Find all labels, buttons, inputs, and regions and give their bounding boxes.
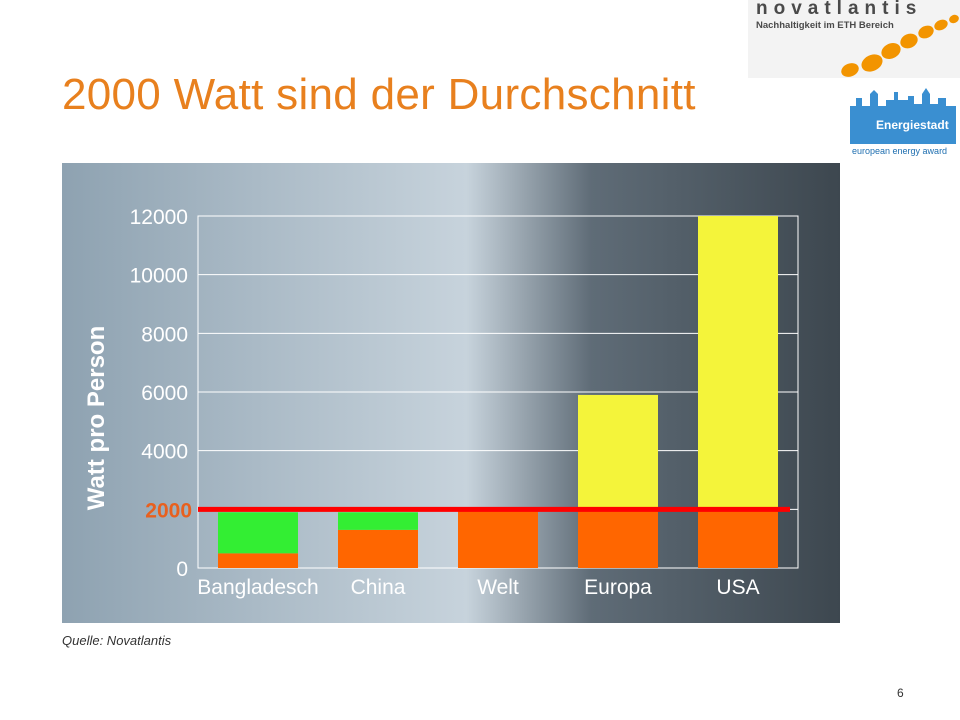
y-tick-label: 12000 [130, 206, 188, 229]
energiestadt-name: Energiestadt [876, 118, 949, 132]
bar-segment [698, 216, 778, 510]
novatlantis-logo: novatlantis Nachhaltigkeit im ETH Bereic… [748, 0, 960, 78]
bar-segment [218, 553, 298, 568]
stacked-bar-chart: 0 4000 6000 8000 10000 12000 Bangladesch China W… [83, 206, 799, 599]
y-tick-label: 8000 [141, 323, 188, 346]
source-note: Quelle: Novatlantis [62, 633, 172, 648]
x-tick-label: China [351, 576, 406, 599]
x-tick-label: Welt [477, 576, 519, 599]
slide-title: 2000 Watt sind der Durchschnitt [62, 70, 696, 119]
y-tick-label: 10000 [130, 265, 188, 288]
energiestadt-award: european energy award [852, 146, 948, 156]
bar-segment [338, 529, 418, 568]
x-tick-label: Bangladesch [197, 576, 318, 599]
novatlantis-brand: novatlantis [756, 0, 923, 19]
bar-segment [578, 509, 658, 568]
chart-panel: 0 4000 6000 8000 10000 12000 Bangladesch China W… [62, 163, 840, 623]
bar-segment [698, 509, 778, 568]
reference-line-label: 2000 [145, 499, 192, 522]
y-tick-label: 6000 [141, 382, 188, 405]
x-tick-label: Europa [584, 576, 652, 599]
bar-segment [338, 512, 418, 530]
energiestadt-skyline-icon [850, 88, 956, 144]
y-axis-label: Watt pro Person [83, 326, 110, 510]
x-tick-label: USA [716, 576, 759, 599]
bar-segment [218, 512, 298, 554]
y-tick-label: 0 [176, 558, 188, 581]
page-number: 6 [897, 686, 904, 700]
novatlantis-tagline: Nachhaltigkeit im ETH Bereich [756, 20, 894, 31]
y-tick-label: 4000 [141, 441, 188, 464]
bar-segment [458, 509, 538, 568]
energiestadt-logo: Energiestadt european energy award [848, 84, 958, 160]
bar-segment [578, 394, 658, 510]
novatlantis-dots-icon [841, 14, 959, 77]
